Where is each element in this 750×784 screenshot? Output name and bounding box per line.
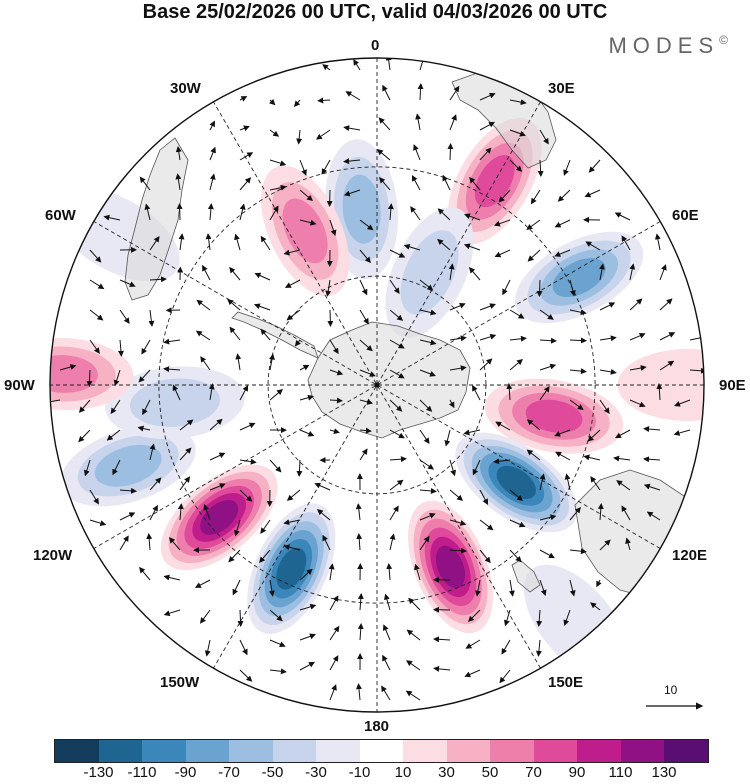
lon-label-90w: 90W <box>4 377 35 394</box>
wind-vector <box>570 340 586 341</box>
colorbar-swatch <box>447 740 491 762</box>
vector-scale-label: 10 <box>664 683 677 697</box>
colorbar-tick-label: -30 <box>305 764 327 781</box>
wind-vector <box>330 310 331 326</box>
colorbar-swatch <box>360 740 404 762</box>
lon-label-30e: 30E <box>548 80 575 97</box>
colorbar-tick-label: -130 <box>83 764 113 781</box>
polar-map <box>0 0 750 740</box>
colorbar-swatch <box>490 740 534 762</box>
colorbar-swatch <box>99 740 143 762</box>
colorbar-swatch <box>142 740 186 762</box>
colorbar-swatch <box>55 740 99 762</box>
lon-label-0: 0 <box>371 37 379 54</box>
colorbar-tick-label: 110 <box>609 764 633 781</box>
wind-vector <box>240 610 241 626</box>
colorbar-swatch <box>403 740 447 762</box>
colorbar-tick-label: 30 <box>438 764 455 781</box>
lon-label-30w: 30W <box>170 80 201 97</box>
wind-vector <box>180 204 181 220</box>
lon-label-150w: 150W <box>160 674 199 691</box>
south-pole-marker <box>375 383 380 388</box>
lon-label-60e: 60E <box>672 207 699 224</box>
colorbar-tick-label: 130 <box>651 764 676 781</box>
lon-label-150e: 150E <box>548 674 583 691</box>
colorbar-swatch <box>534 740 578 762</box>
colorbar-tick-label: -90 <box>175 764 197 781</box>
colorbar-tick-label: -50 <box>262 764 284 781</box>
colorbar-swatch <box>186 740 230 762</box>
colorbar-tick-label: -70 <box>218 764 240 781</box>
colorbar-swatch <box>577 740 621 762</box>
wind-vector <box>539 280 540 296</box>
lon-label-120w: 120W <box>33 547 72 564</box>
colorbar-tick-label: 90 <box>569 764 586 781</box>
lon-label-180: 180 <box>364 718 389 735</box>
lon-label-120e: 120E <box>672 547 707 564</box>
colorbar-ticks: -130 -110 -90 -70 -50 -30 -10 10 30 50 70 90 110 130 <box>0 764 750 784</box>
colorbar-swatch <box>316 740 360 762</box>
colorbar-swatch <box>621 740 665 762</box>
colorbar <box>54 739 709 763</box>
lon-label-60w: 60W <box>45 207 76 224</box>
colorbar-tick-label: -110 <box>128 764 157 781</box>
wind-vector <box>450 144 451 160</box>
colorbar-tick-label: 10 <box>395 764 412 781</box>
colorbar-tick-label: 70 <box>525 764 542 781</box>
lon-label-90e: 90E <box>719 377 746 394</box>
colorbar-tick-label: -10 <box>349 764 371 781</box>
colorbar-swatch <box>273 740 317 762</box>
colorbar-swatch <box>664 740 708 762</box>
colorbar-tick-label: 50 <box>482 764 499 781</box>
colorbar-swatch <box>229 740 273 762</box>
